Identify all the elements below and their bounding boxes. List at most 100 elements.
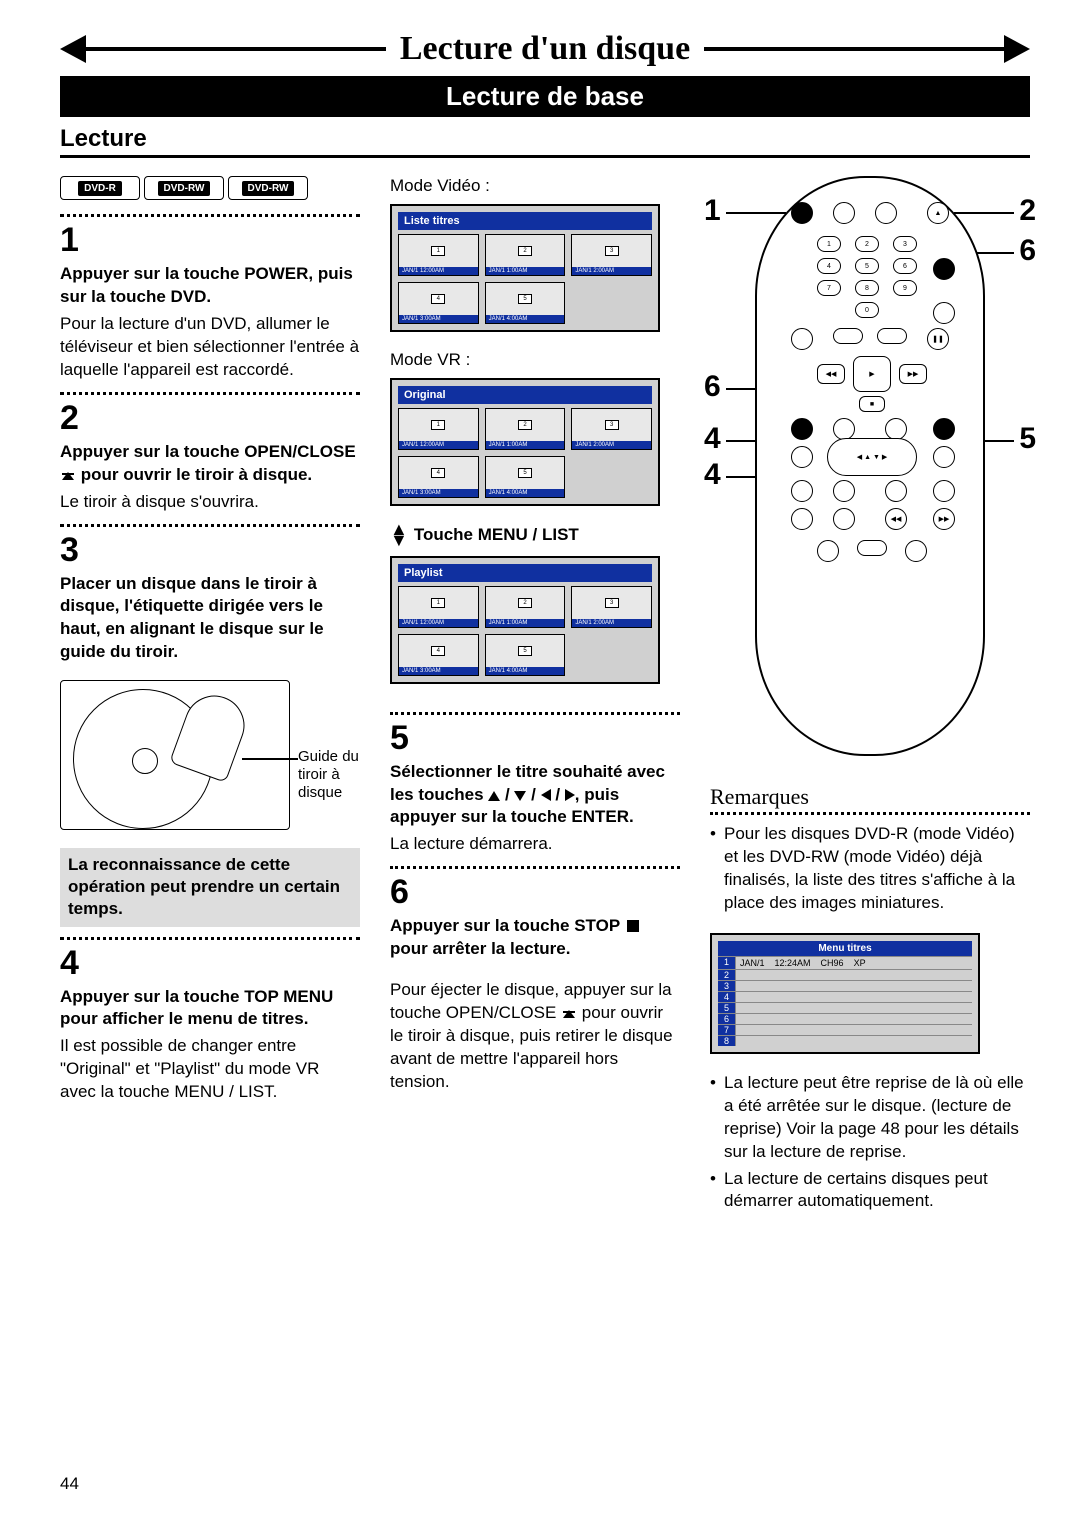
tray-diagram — [60, 680, 290, 830]
column-1: DVD-R DVD-RW DVD-RW 1 Appuyer sur la tou… — [60, 176, 360, 1217]
stop-icon — [627, 920, 639, 932]
tl-cell: 1JAN/1 12:00AM — [398, 234, 479, 276]
divider — [60, 937, 360, 940]
num-1: 1 — [817, 236, 841, 252]
tl-cell: 3JAN/1 2:00AM — [571, 408, 652, 450]
table-row: 1JAN/112:24AMCH96XP — [718, 956, 972, 969]
step-1-num: 1 — [60, 223, 360, 257]
step-4-body: Il est possible de changer entre "Origin… — [60, 1035, 360, 1104]
step-6-body: Pour éjecter le disque, appuyer sur la t… — [390, 979, 680, 1094]
callout-1: 1 — [704, 194, 721, 228]
tray-diagram-wrap: Guide du tiroir à disque — [60, 668, 360, 830]
dpad: ◀ ▲ ▼ ▶ — [827, 438, 917, 476]
tl-cell: 1JAN/1 12:00AM — [398, 408, 479, 450]
note-box: La reconnaissance de cette opération peu… — [60, 848, 360, 926]
remarque-item: La lecture de certains disques peut déma… — [724, 1168, 1030, 1214]
step-2-body: Le tiroir à disque s'ouvrira. — [60, 491, 360, 514]
tl-grid: 1JAN/1 12:00AM 2JAN/1 1:00AM 3JAN/1 2:00… — [398, 234, 652, 276]
callout-6: 6 — [1019, 234, 1036, 268]
step-5-body: La lecture démarrera. — [390, 833, 680, 856]
down-icon — [514, 791, 526, 801]
vcr-button — [833, 328, 863, 344]
tl-grid: 1JAN/1 12:00AM 2JAN/1 1:00AM 3JAN/1 2:00… — [398, 408, 652, 450]
tl-cell: 4JAN/1 3:00AM — [398, 456, 479, 498]
table-row: 5 — [718, 1002, 972, 1013]
step-1-body: Pour la lecture d'un DVD, allumer le tél… — [60, 313, 360, 382]
remarques-list: Pour les disques DVD-R (mode Vidéo) et l… — [710, 823, 1030, 919]
rec-monitor-button — [791, 446, 813, 468]
dvd-button — [877, 328, 907, 344]
tl-cell: 2JAN/1 1:00AM — [485, 408, 566, 450]
banner-arrow-left — [60, 35, 86, 63]
step-2-num: 2 — [60, 401, 360, 435]
num-0: 0 — [855, 302, 879, 318]
skip-back-button: ◀◀ — [885, 508, 907, 530]
banner-line — [704, 47, 1004, 51]
step-3-num: 3 — [60, 533, 360, 567]
table-row: 8 — [718, 1035, 972, 1046]
page-banner: Lecture d'un disque — [60, 30, 1030, 68]
ff-button: ▶▶ — [899, 364, 927, 384]
eject-icon — [563, 1010, 575, 1018]
divider — [60, 392, 360, 395]
remote-button — [817, 540, 839, 562]
tl-cell: 5JAN/1 4:00AM — [485, 456, 566, 498]
menu-titres-table: Menu titres 1JAN/112:24AMCH96XP 2 3 4 5 … — [710, 933, 980, 1054]
banner-line — [86, 47, 386, 51]
up-icon — [488, 791, 500, 801]
tl-cell: 5JAN/1 4:00AM — [485, 282, 566, 324]
tl-header: Liste titres — [398, 212, 652, 230]
tl-grid: 4JAN/1 3:00AM 5JAN/1 4:00AM — [398, 456, 652, 498]
num-9: 9 — [893, 280, 917, 296]
ow-button — [933, 302, 955, 324]
tray-guide-label: Guide du tiroir à disque — [298, 748, 359, 802]
enter-button — [933, 446, 955, 468]
play-button: ▶ — [853, 356, 891, 392]
subbanner: Lecture de base — [60, 76, 1030, 117]
table-row: 3 — [718, 980, 972, 991]
column-3: 1 2 6 6 4 4 5 ▲ 1 2 3 — [710, 176, 1030, 1217]
step-6-title: Appuyer sur la touche STOP pour arrêter … — [390, 915, 680, 961]
tl-cell: 2JAN/1 1:00AM — [485, 586, 566, 628]
step-5-title: Sélectionner le titre souhaité avec les … — [390, 761, 680, 830]
tl-grid: 4JAN/1 3:00AM 5JAN/1 4:00AM — [398, 282, 652, 324]
step-6-num: 6 — [390, 875, 680, 909]
menu-list-label: ▲▼ Touche MENU / LIST — [390, 524, 680, 546]
open-close-button: ▲ — [927, 202, 949, 224]
tl-header: Original — [398, 386, 652, 404]
step-4-num: 4 — [60, 946, 360, 980]
table-row: 6 — [718, 1013, 972, 1024]
timer-button — [885, 418, 907, 440]
divider — [390, 866, 680, 869]
remote-button — [833, 202, 855, 224]
clear-button — [791, 508, 813, 530]
tl-cell: 5JAN/1 4:00AM — [485, 634, 566, 676]
step-3-title: Placer un disque dans le tiroir à disque… — [60, 573, 360, 665]
left-icon — [541, 789, 551, 801]
banner-arrow-right — [1004, 35, 1030, 63]
badge-dvd-rw-vr: DVD-RW — [228, 176, 308, 200]
remote-button — [905, 540, 927, 562]
mode-video-label: Mode Vidéo : — [390, 176, 680, 196]
tl-cell: 4JAN/1 3:00AM — [398, 282, 479, 324]
rew-button: ◀◀ — [817, 364, 845, 384]
num-3: 3 — [893, 236, 917, 252]
mt-header: Menu titres — [718, 941, 972, 956]
num-2: 2 — [855, 236, 879, 252]
tl-cell: 3JAN/1 2:00AM — [571, 586, 652, 628]
callout-6b: 6 — [704, 370, 721, 404]
remarque-item: La lecture peut être reprise de là où el… — [724, 1072, 1030, 1164]
remarques-list-2: La lecture peut être reprise de là où el… — [710, 1072, 1030, 1218]
num-7: 7 — [817, 280, 841, 296]
pause-button: ❚❚ — [927, 328, 949, 350]
remote-button — [885, 480, 907, 502]
divider — [60, 524, 360, 527]
callout-line — [242, 758, 298, 760]
remote-button — [833, 480, 855, 502]
titlelist-playlist: Playlist 1JAN/1 12:00AM 2JAN/1 1:00AM 3J… — [390, 556, 660, 684]
page-number: 44 — [60, 1474, 79, 1494]
callout-line — [726, 212, 786, 214]
divider — [60, 214, 360, 217]
section-title: Lecture — [60, 125, 1030, 158]
step-4-title: Appuyer sur la touche TOP MENU pour affi… — [60, 986, 360, 1032]
